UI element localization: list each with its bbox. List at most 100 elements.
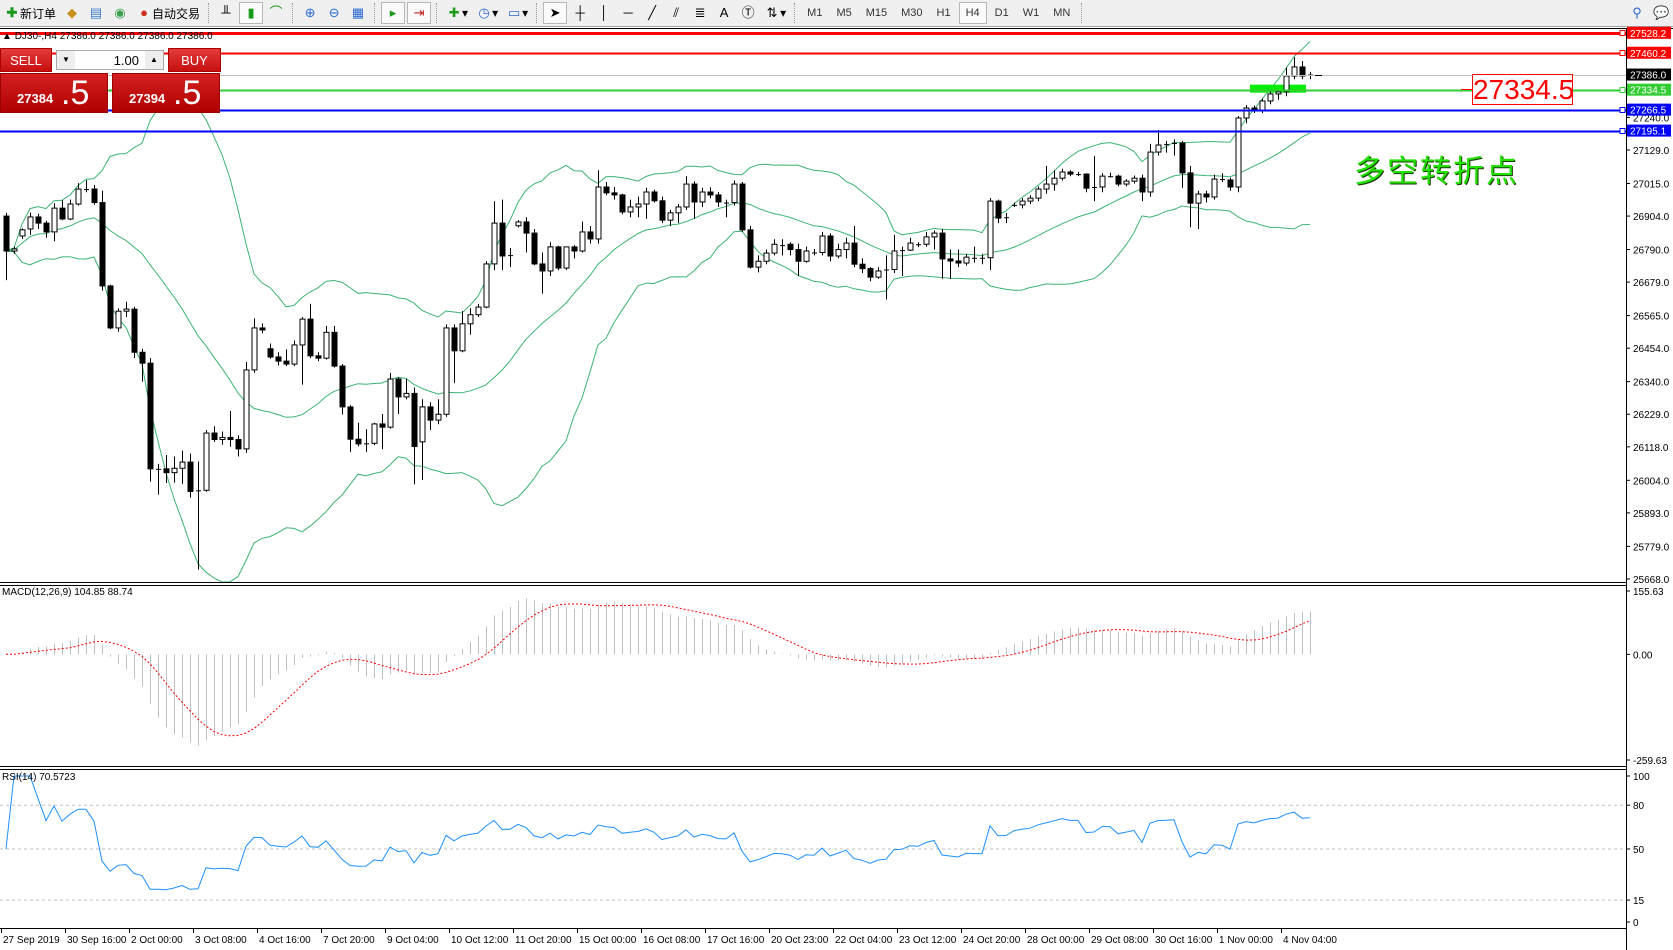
indicators-button[interactable]: ✚ ▾ [443, 2, 471, 24]
candle [891, 234, 898, 274]
macd-label: MACD(12,26,9) 104.85 88.74 [2, 587, 133, 598]
candle [1004, 212, 1009, 224]
bear-candle-body [555, 246, 562, 269]
buy-price-button[interactable]: 27394 .5 [112, 73, 220, 113]
zoom-out-button[interactable]: ⊖ [323, 2, 345, 24]
candle [1147, 143, 1154, 197]
candlestick-button[interactable]: ▮ [239, 2, 264, 24]
candle [659, 196, 666, 224]
horizontal-line-button[interactable]: ─ [617, 2, 639, 24]
candle [1131, 175, 1138, 184]
price-text-label[interactable]: 27334.5 [1472, 74, 1575, 105]
auto-trading-button[interactable]: ● 自动交易 [133, 2, 203, 24]
bull-candle-body [1211, 178, 1218, 198]
bull-candle-body [291, 344, 298, 365]
arrows-button[interactable]: ⇅ ▾ [761, 2, 789, 24]
line-chart-button[interactable]: ⌒ [265, 2, 287, 24]
candle [619, 193, 626, 215]
tile-windows-button[interactable]: ▦ [347, 2, 369, 24]
candle [75, 183, 82, 206]
trendline-button[interactable]: ╱ [641, 2, 663, 24]
sell-price-button[interactable]: 27384 .5 [0, 73, 108, 113]
timeframe-m1-button[interactable]: M1 [807, 7, 823, 19]
volume-increase-button[interactable]: ▲ [145, 51, 163, 69]
candle [939, 228, 946, 279]
horizontal-line-icon: ─ [623, 5, 633, 20]
equidistant-channel-button[interactable]: ⫽ [665, 2, 687, 24]
search-button[interactable]: ⚲ [1626, 2, 1648, 24]
bear-candle-body [523, 221, 530, 234]
volume-stepper[interactable]: ▼ 1.00 ▲ [56, 50, 164, 70]
bull-candle-body [771, 243, 778, 254]
chart-shift-button[interactable]: ⇥ [407, 2, 432, 24]
timeframe-w1-button[interactable]: W1 [1022, 7, 1040, 19]
candle [627, 199, 634, 218]
periods-button[interactable]: ◷ ▾ [473, 2, 501, 24]
cursor-button[interactable]: ➤ [543, 2, 568, 24]
bear-candle-body [651, 191, 658, 202]
rsi-tick-label: 80 [1633, 801, 1645, 812]
crosshair-button[interactable]: ┼ [569, 2, 591, 24]
macd-tick-label: -259.63 [1633, 756, 1667, 767]
bull-candle-body [203, 432, 210, 491]
fibonacci-button[interactable]: ≣ [689, 2, 711, 24]
auto-scroll-button[interactable]: ▸ [381, 2, 406, 24]
chat-button[interactable]: 💬 [1650, 2, 1672, 24]
candle [1220, 173, 1225, 183]
bear-candle-body [1203, 193, 1210, 198]
timeframe-m5-button[interactable]: M5 [836, 7, 852, 19]
bear-candle-body [1115, 175, 1122, 185]
bear-candle-body [99, 202, 106, 287]
terminal-button[interactable]: ◉ [109, 2, 131, 24]
candle [99, 190, 106, 291]
buy-button[interactable]: BUY [168, 48, 221, 72]
text-button[interactable]: A [713, 2, 735, 24]
candle [1027, 195, 1034, 205]
annotation-text[interactable]: 多空转折点 [1354, 154, 1519, 189]
timeframe-h4-button[interactable]: H4 [958, 2, 987, 24]
line-price-label: 27266.5 [1630, 106, 1667, 117]
bear-candle-body [1139, 177, 1146, 193]
candle [1267, 90, 1274, 105]
bull-candle-body [1123, 180, 1130, 185]
candle [1179, 140, 1186, 188]
bear-candle-body [995, 200, 1002, 219]
zoom-in-button[interactable]: ⊕ [299, 2, 321, 24]
candle [219, 431, 226, 445]
timeframe-mn-button[interactable]: MN [1053, 7, 1071, 19]
timeframe-h1-button[interactable]: H1 [936, 7, 951, 19]
candle [691, 181, 698, 219]
bull-candle-body [643, 191, 650, 205]
cursor-icon: ➤ [549, 5, 561, 20]
bear-candle-body [499, 222, 506, 257]
candle [443, 324, 450, 417]
vertical-line-button[interactable]: │ [593, 2, 615, 24]
price-tick-label: 27240.0 [1633, 113, 1670, 124]
macd-tick-label: 0.00 [1633, 650, 1653, 661]
navigator-button[interactable]: ▤ [85, 2, 107, 24]
new-order-label: 新订单 [20, 6, 57, 21]
timeframe-m30-button[interactable]: M30 [901, 7, 923, 19]
volume-decrease-button[interactable]: ▼ [57, 51, 75, 69]
timeframe-d1-button[interactable]: D1 [994, 7, 1009, 19]
bull-candle-body [1267, 93, 1274, 102]
price-label-background [1627, 46, 1671, 59]
candle [675, 204, 682, 224]
bear-candle-body [59, 207, 66, 220]
candle [819, 231, 826, 256]
bear-candle-body [1227, 179, 1234, 188]
market-watch-button[interactable]: ◆ [61, 2, 83, 24]
text-label-button[interactable]: Ⓣ [737, 2, 759, 24]
sell-button[interactable]: SELL [0, 48, 52, 72]
bull-candle-body [1195, 193, 1202, 204]
bar-chart-button[interactable]: ╨ [215, 2, 237, 24]
candle [203, 430, 210, 492]
templates-button[interactable]: ▭ ▾ [507, 5, 529, 20]
candle [1012, 202, 1017, 207]
collapse-arrow-icon[interactable]: ▲ [2, 31, 12, 42]
new-order-button[interactable]: ✚ 新订单 [1, 2, 59, 24]
time-tick-label: 30 Oct 16:00 [1155, 935, 1213, 946]
timeframe-m15-button[interactable]: M15 [865, 7, 888, 19]
volume-input[interactable]: 1.00 [113, 53, 139, 68]
